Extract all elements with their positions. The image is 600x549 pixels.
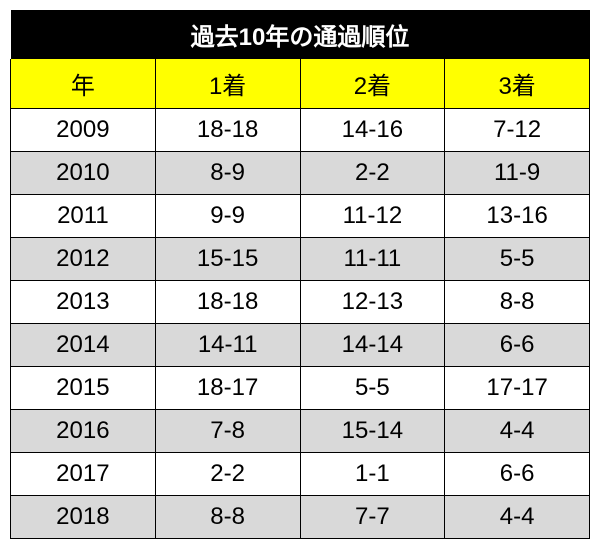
col-header-second: 2着 <box>300 59 445 109</box>
cell-second: 1-1 <box>300 453 445 496</box>
table-row: 2017 2-2 1-1 6-6 <box>11 453 590 496</box>
cell-third: 17-17 <box>445 367 590 410</box>
cell-first: 9-9 <box>155 195 300 238</box>
col-header-year: 年 <box>11 59 156 109</box>
cell-third: 11-9 <box>445 152 590 195</box>
cell-first: 14-11 <box>155 324 300 367</box>
table-title: 過去10年の通過順位 <box>11 10 590 59</box>
cell-third: 5-5 <box>445 238 590 281</box>
cell-second: 15-14 <box>300 410 445 453</box>
col-header-first: 1着 <box>155 59 300 109</box>
table-row: 2014 14-11 14-14 6-6 <box>11 324 590 367</box>
cell-first: 18-17 <box>155 367 300 410</box>
cell-third: 6-6 <box>445 453 590 496</box>
cell-first: 18-18 <box>155 109 300 152</box>
cell-year: 2012 <box>11 238 156 281</box>
cell-year: 2011 <box>11 195 156 238</box>
cell-third: 4-4 <box>445 410 590 453</box>
cell-first: 15-15 <box>155 238 300 281</box>
cell-third: 8-8 <box>445 281 590 324</box>
cell-second: 5-5 <box>300 367 445 410</box>
cell-year: 2015 <box>11 367 156 410</box>
data-table: 過去10年の通過順位 年 1着 2着 3着 2009 18-18 14-16 7… <box>10 10 590 539</box>
cell-first: 8-8 <box>155 496 300 539</box>
cell-third: 4-4 <box>445 496 590 539</box>
table-row: 2018 8-8 7-7 4-4 <box>11 496 590 539</box>
cell-third: 13-16 <box>445 195 590 238</box>
table-wrapper: 過去10年の通過順位 年 1着 2着 3着 2009 18-18 14-16 7… <box>10 10 590 539</box>
cell-second: 14-14 <box>300 324 445 367</box>
table-row: 2011 9-9 11-12 13-16 <box>11 195 590 238</box>
cell-year: 2016 <box>11 410 156 453</box>
cell-first: 2-2 <box>155 453 300 496</box>
cell-year: 2017 <box>11 453 156 496</box>
table-row: 2009 18-18 14-16 7-12 <box>11 109 590 152</box>
cell-year: 2009 <box>11 109 156 152</box>
table-row: 2010 8-9 2-2 11-9 <box>11 152 590 195</box>
cell-third: 6-6 <box>445 324 590 367</box>
cell-second: 7-7 <box>300 496 445 539</box>
cell-second: 11-11 <box>300 238 445 281</box>
cell-year: 2010 <box>11 152 156 195</box>
table-row: 2013 18-18 12-13 8-8 <box>11 281 590 324</box>
cell-second: 2-2 <box>300 152 445 195</box>
cell-third: 7-12 <box>445 109 590 152</box>
table-row: 2012 15-15 11-11 5-5 <box>11 238 590 281</box>
header-row: 年 1着 2着 3着 <box>11 59 590 109</box>
table-row: 2016 7-8 15-14 4-4 <box>11 410 590 453</box>
cell-second: 14-16 <box>300 109 445 152</box>
cell-year: 2014 <box>11 324 156 367</box>
cell-first: 8-9 <box>155 152 300 195</box>
cell-first: 18-18 <box>155 281 300 324</box>
cell-first: 7-8 <box>155 410 300 453</box>
cell-year: 2018 <box>11 496 156 539</box>
col-header-third: 3着 <box>445 59 590 109</box>
cell-second: 11-12 <box>300 195 445 238</box>
cell-second: 12-13 <box>300 281 445 324</box>
title-row: 過去10年の通過順位 <box>11 10 590 59</box>
cell-year: 2013 <box>11 281 156 324</box>
table-row: 2015 18-17 5-5 17-17 <box>11 367 590 410</box>
